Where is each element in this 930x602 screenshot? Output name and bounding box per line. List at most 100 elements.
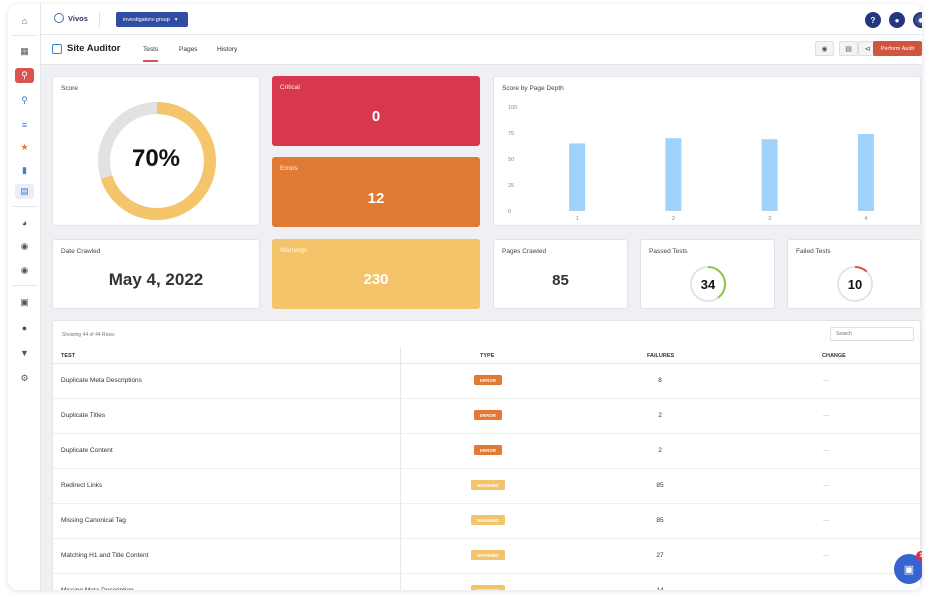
critical-value: 0 — [371, 108, 381, 125]
notifications-button[interactable]: ● — [889, 12, 905, 28]
date-crawled-label: Date Crawled — [61, 248, 101, 255]
perform-audit-button[interactable]: Perform Audit — [873, 41, 922, 56]
failures-cell: 85 — [656, 482, 664, 489]
col-header-type[interactable]: TYPE — [480, 353, 495, 359]
tab-pages[interactable]: Pages — [179, 46, 198, 53]
plug-icon[interactable]: ▼ — [20, 347, 29, 358]
star-icon[interactable]: ★ — [20, 142, 29, 152]
export-icon: ▤ — [845, 45, 852, 53]
x-tick-label: 3 — [768, 216, 771, 222]
errors-label: Errors — [280, 165, 298, 172]
passed-tests-card: Passed Tests 34 — [640, 239, 775, 309]
table-header: TEST TYPE FAILURES CHANGE — [53, 347, 920, 364]
change-cell: — — [823, 377, 830, 384]
score-card: Score 70% — [52, 76, 260, 226]
failures-cell: 2 — [658, 447, 662, 454]
col-header-change[interactable]: CHANGE — [822, 353, 846, 359]
caret-down-icon: ▾ — [174, 16, 178, 23]
bar-depth-4[interactable] — [857, 134, 874, 211]
trophy-icon[interactable]: ⚲ — [21, 95, 28, 105]
account-avatar-button[interactable]: ◉ — [913, 12, 922, 28]
bar-depth-3[interactable] — [761, 139, 778, 211]
errors-card[interactable]: Errors 12 — [272, 157, 480, 227]
type-badge: ERROR — [474, 445, 502, 455]
tests-table-card: Showing 44 of 44 Rows TEST TYPE FAILURES… — [52, 320, 921, 590]
errors-value: 12 — [367, 190, 385, 207]
user-icon[interactable]: ● — [21, 322, 28, 333]
test-name-cell[interactable]: Matching H1 and Title Content — [61, 552, 149, 559]
share-icon: ⊲ — [864, 45, 871, 53]
table-row[interactable]: Duplicate Titles ERROR 2 — — [53, 399, 920, 434]
table-row[interactable]: Redirect Links WARNING 85 — — [53, 469, 920, 504]
sub-header: Site Auditor Tests Pages History ◉ ▤ ⊲ P… — [41, 35, 922, 65]
table-row[interactable]: Duplicate Content ERROR 2 — — [53, 434, 920, 469]
change-cell: — — [823, 447, 830, 454]
table-row[interactable]: Missing Canonical Tag WARNING 85 — — [53, 504, 920, 539]
table-row[interactable]: Matching H1 and Title Content WARNING 27 — — [53, 539, 920, 574]
document-icon[interactable]: ▣ — [20, 297, 29, 307]
y-tick-label: 50 — [508, 157, 514, 163]
tab-history[interactable]: History — [217, 46, 238, 53]
change-cell: — — [823, 482, 830, 489]
export-button[interactable]: ▤ — [839, 41, 858, 56]
brand[interactable]: Vivos — [54, 13, 88, 23]
help-button[interactable]: ? — [865, 12, 881, 28]
chart-title: Score by Page Depth — [502, 85, 564, 92]
help-circle-button[interactable]: ◉ — [815, 41, 834, 56]
home-icon[interactable]: ⌂ — [21, 15, 28, 26]
brand-logo-icon — [54, 13, 64, 23]
table-row[interactable]: Missing Meta Description WARNING 14 — — [53, 574, 920, 590]
avatar-icon: ◉ — [918, 17, 922, 24]
score-value: 70% — [131, 145, 181, 172]
rail-divider — [12, 285, 37, 286]
change-cell: — — [823, 412, 830, 419]
bar-depth-2[interactable] — [665, 138, 682, 211]
bar-depth-1[interactable] — [569, 143, 586, 211]
col-header-test[interactable]: TEST — [61, 353, 76, 359]
change-cell: — — [823, 587, 830, 590]
tab-tests[interactable]: Tests — [143, 46, 159, 62]
col-header-failures[interactable]: FAILURES — [647, 353, 675, 359]
group-selector-label: investigators-group — [123, 16, 170, 23]
test-name-cell[interactable]: Duplicate Meta Descriptions — [61, 377, 142, 384]
critical-label: Critical — [280, 84, 300, 91]
test-name-cell[interactable]: Missing Meta Description — [61, 587, 134, 590]
warnings-label: Warnings — [280, 247, 308, 254]
x-tick-label: 1 — [576, 216, 579, 222]
rail-divider — [12, 206, 37, 207]
left-rail: ⌂ ▦ ⚲ ⚲ ≡ ★ ▮ ▤ ◕ ◉ ◉ ▣ ● ▼ ⚙ — [8, 4, 41, 590]
rail-divider — [12, 35, 37, 36]
passed-ring-fill — [690, 266, 726, 302]
failed-tests-value: 10 — [847, 276, 863, 292]
failures-cell: 85 — [656, 517, 664, 524]
critical-card[interactable]: Critical 0 — [272, 76, 480, 146]
passed-tests-label: Passed Tests — [649, 248, 688, 255]
group-selector[interactable]: investigators-group ▾ — [116, 12, 188, 27]
change-cell: — — [823, 552, 830, 559]
table-row[interactable]: Duplicate Meta Descriptions ERROR 8 — — [53, 364, 920, 399]
top-bar: Vivos investigators-group ▾ ? ● ◉ — [41, 4, 922, 35]
failed-tests-label: Failed Tests — [796, 248, 831, 255]
warnings-card[interactable]: Warnings 230 — [272, 239, 480, 309]
test-name-cell[interactable]: Duplicate Content — [61, 447, 113, 454]
bar-chart-icon[interactable]: ▮ — [22, 165, 27, 175]
test-name-cell[interactable]: Redirect Links — [61, 482, 103, 489]
test-name-cell[interactable]: Duplicate Titles — [61, 412, 106, 419]
failed-tests-ring: 10 — [836, 265, 874, 303]
map-pin-icon[interactable]: ◉ — [20, 265, 29, 275]
settings-gear-icon[interactable]: ⚙ — [20, 373, 29, 383]
sitemap-icon[interactable]: ≡ — [21, 119, 28, 130]
test-name-cell[interactable]: Missing Canonical Tag — [61, 517, 126, 524]
score-by-depth-chart: 0 25 50 75 100 1 2 3 4 — [508, 105, 874, 222]
pages-crawled-value: 85 — [552, 272, 569, 289]
site-auditor-icon[interactable]: ▤ — [15, 184, 34, 199]
failures-cell: 27 — [656, 552, 664, 559]
pie-chart-icon[interactable]: ◕ — [21, 217, 28, 228]
table-search-input[interactable] — [830, 327, 914, 341]
target-icon[interactable]: ◉ — [20, 241, 29, 251]
search-icon[interactable]: ⚲ — [15, 68, 34, 83]
dashboard-grid-icon[interactable]: ▦ — [20, 46, 29, 56]
failed-ring-fill — [837, 266, 873, 302]
warnings-value: 230 — [363, 271, 389, 288]
bell-icon: ● — [894, 15, 900, 25]
